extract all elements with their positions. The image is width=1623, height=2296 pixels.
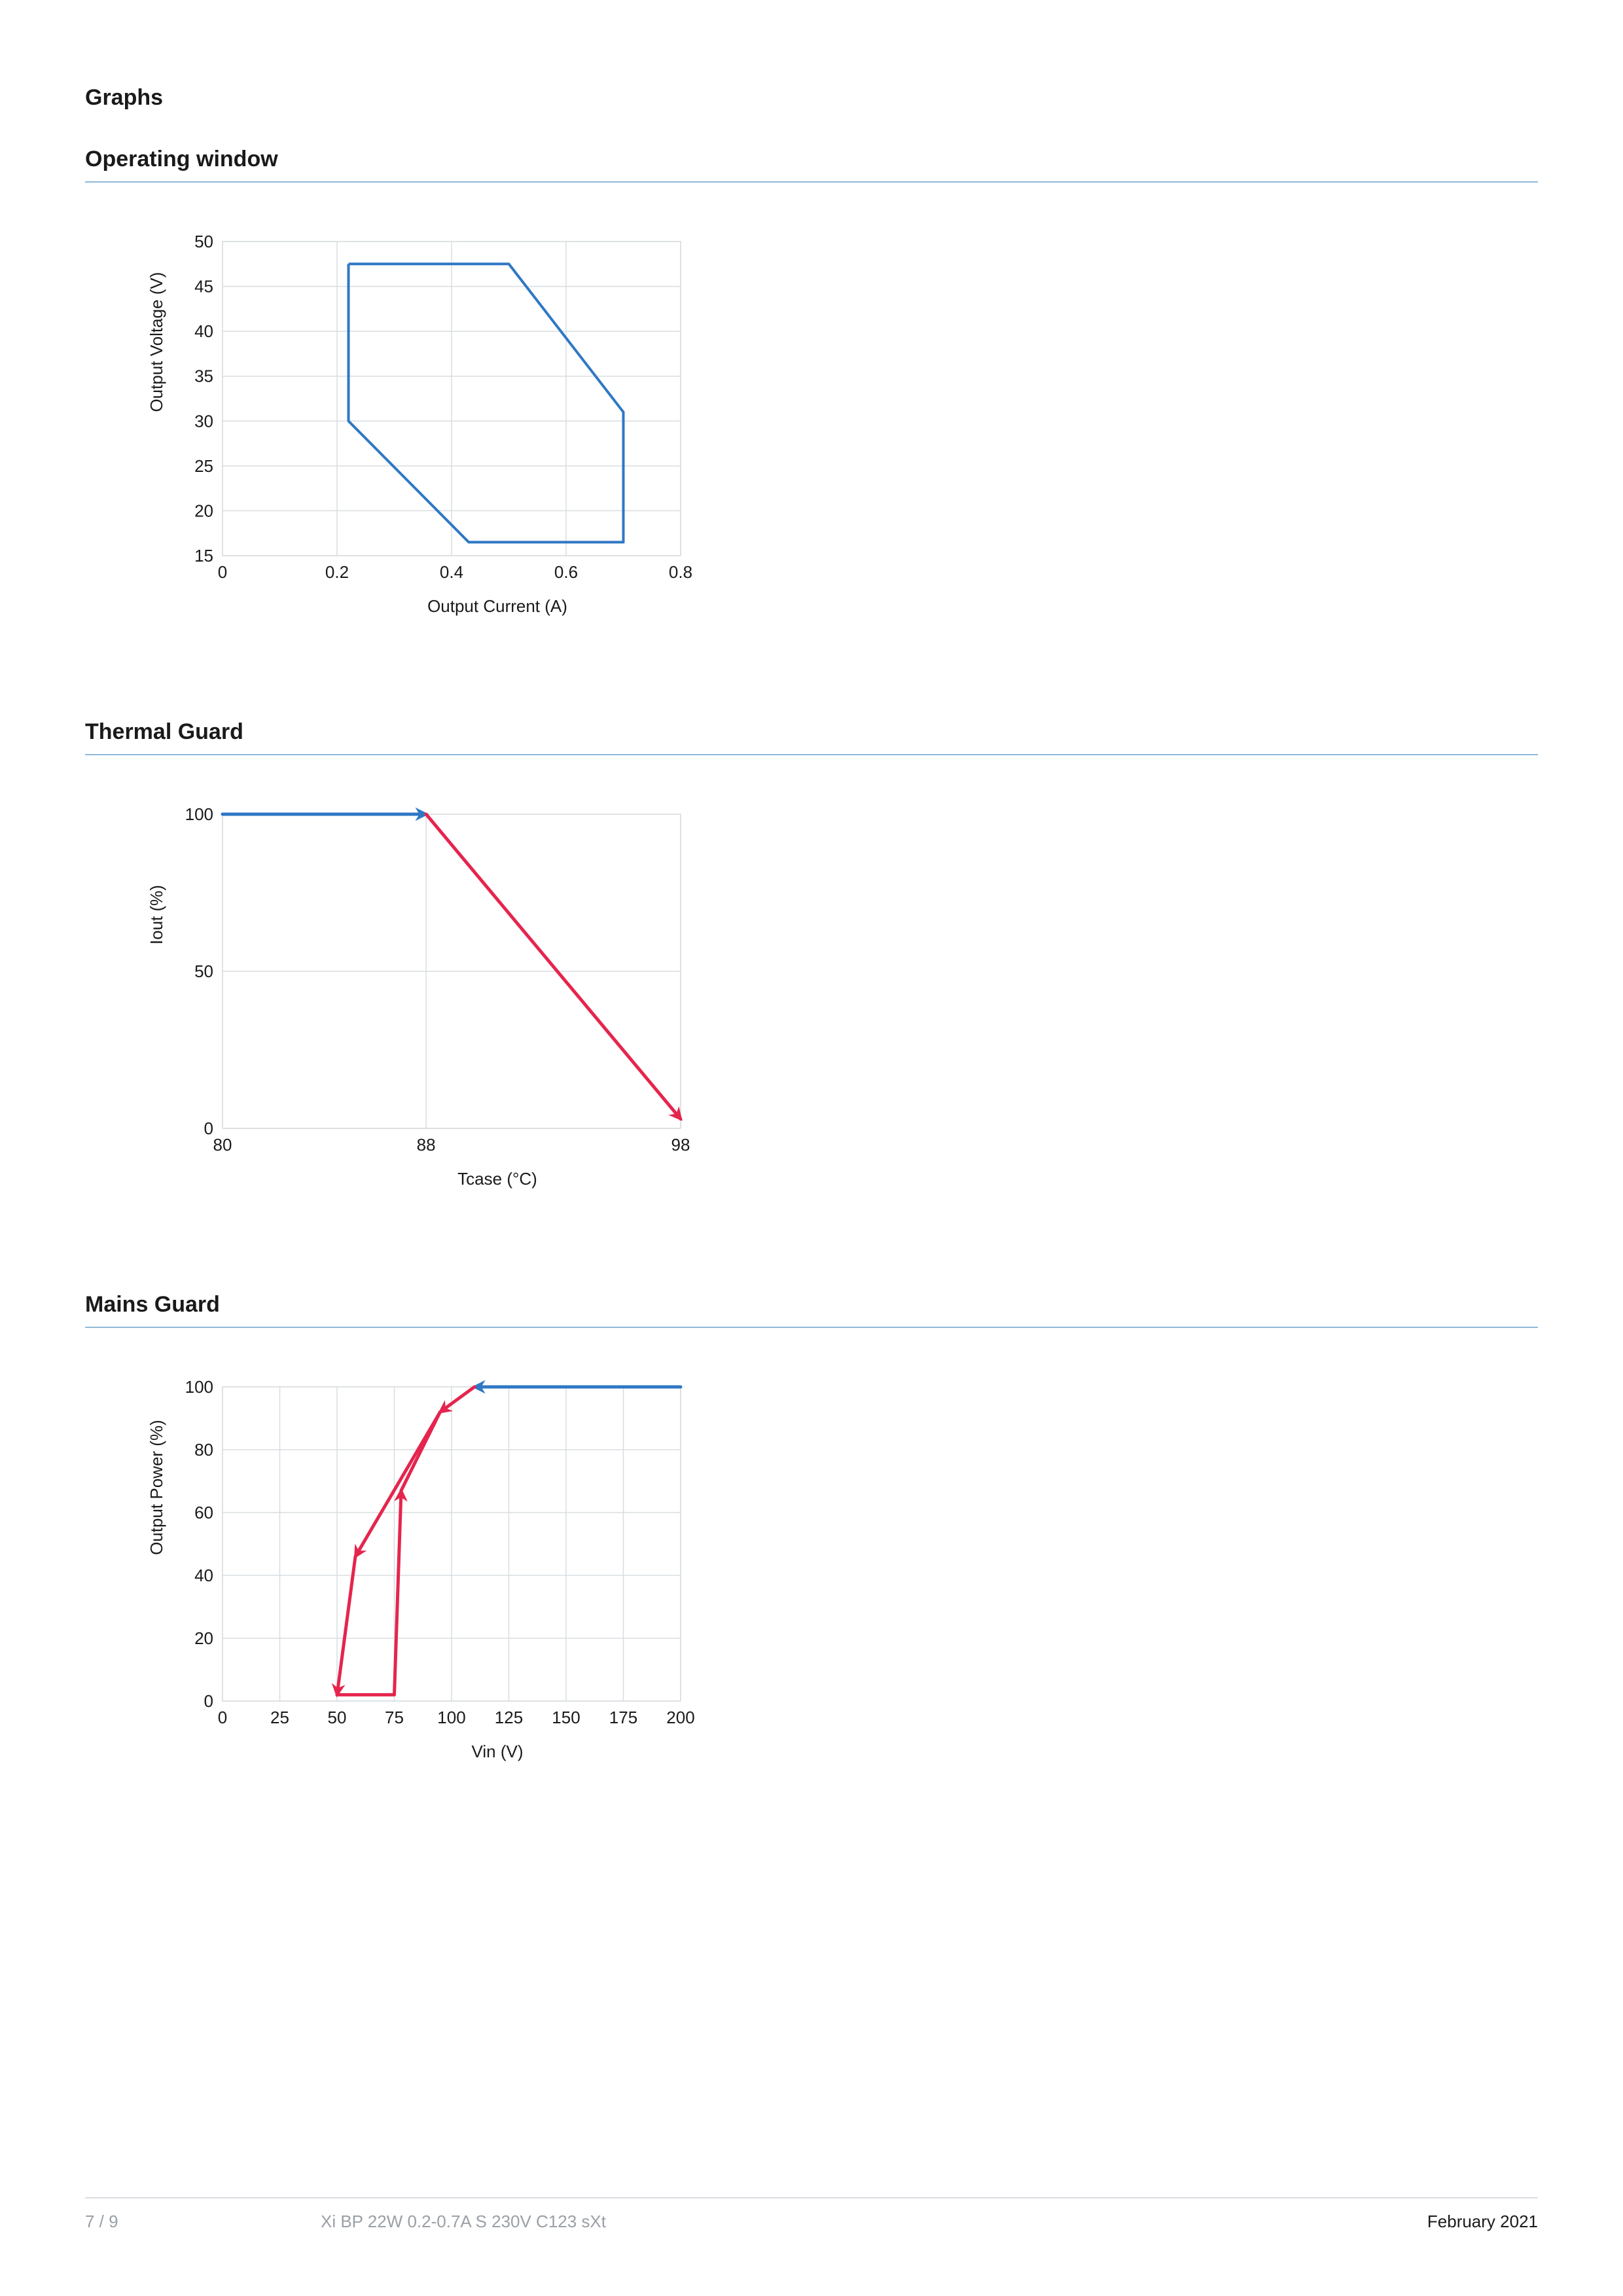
- svg-text:100: 100: [437, 1708, 465, 1727]
- svg-text:45: 45: [194, 277, 213, 296]
- section-operating-window: Operating window 0 0.2 0.4 0.6 0.8 15 20 25 30 35…: [85, 147, 1538, 628]
- svg-text:Output Voltage (V): Output Voltage (V): [147, 272, 166, 412]
- svg-text:0: 0: [204, 1691, 213, 1711]
- footer-date: February 2021: [1427, 2212, 1538, 2232]
- svg-text:Tcase (°C): Tcase (°C): [457, 1169, 537, 1189]
- svg-text:100: 100: [185, 804, 213, 824]
- svg-text:150: 150: [552, 1708, 580, 1727]
- svg-text:25: 25: [270, 1708, 289, 1727]
- subsection-title-operating-window: Operating window: [85, 147, 1538, 183]
- svg-text:200: 200: [666, 1708, 694, 1727]
- svg-text:Output Current (A): Output Current (A): [427, 596, 567, 616]
- footer-page-indicator: 7 / 9: [85, 2212, 118, 2232]
- section-mains-guard: Mains Guard 0 25 50 75 100 125 150 175 200 0 20 40 6…: [85, 1292, 1538, 1773]
- page: Graphs Operating window 0 0.2 0.4 0.6 0.8 15 2…: [0, 0, 1623, 2296]
- chart-mains-guard: 0 25 50 75 100 125 150 175 200 0 20 40 60 80 100 Vin (V…: [137, 1367, 1538, 1773]
- svg-text:15: 15: [194, 546, 213, 565]
- svg-text:40: 40: [194, 321, 213, 341]
- svg-text:0.4: 0.4: [440, 562, 463, 582]
- svg-text:50: 50: [194, 232, 213, 251]
- svg-text:Vin (V): Vin (V): [472, 1742, 524, 1761]
- chart-thermal-guard: 80 88 98 0 50 100 Tcase (°C) Iout (%): [137, 795, 1538, 1200]
- svg-text:0: 0: [204, 1119, 213, 1138]
- svg-text:88: 88: [417, 1135, 436, 1155]
- svg-text:Output Power (%): Output Power (%): [147, 1420, 166, 1555]
- section-thermal-guard: Thermal Guard 80 88 98 0 50 100 Tcase (°C) Iout…: [85, 719, 1538, 1200]
- svg-text:125: 125: [495, 1708, 523, 1727]
- svg-text:100: 100: [185, 1377, 213, 1397]
- footer-product: Xi BP 22W 0.2-0.7A S 230V C123 sXt: [321, 2212, 606, 2232]
- svg-text:75: 75: [385, 1708, 404, 1727]
- svg-text:20: 20: [194, 1628, 213, 1648]
- svg-text:0.2: 0.2: [325, 562, 349, 582]
- svg-text:80: 80: [194, 1440, 213, 1460]
- svg-text:40: 40: [194, 1566, 213, 1585]
- page-title: Graphs: [85, 85, 1538, 111]
- svg-text:175: 175: [609, 1708, 637, 1727]
- svg-text:35: 35: [194, 367, 213, 386]
- footer: 7 / 9 Xi BP 22W 0.2-0.7A S 230V C123 sXt…: [85, 2197, 1538, 2232]
- svg-text:30: 30: [194, 411, 213, 431]
- subsection-title-mains-guard: Mains Guard: [85, 1292, 1538, 1328]
- chart-operating-window: 0 0.2 0.4 0.6 0.8 15 20 25 30 35 40 45 50 Output Curr…: [137, 222, 1538, 628]
- svg-text:0.6: 0.6: [554, 562, 578, 582]
- svg-text:0: 0: [218, 1708, 227, 1727]
- svg-text:50: 50: [194, 961, 213, 981]
- svg-text:0: 0: [218, 562, 227, 582]
- subsection-title-thermal-guard: Thermal Guard: [85, 719, 1538, 755]
- svg-text:60: 60: [194, 1503, 213, 1522]
- svg-text:0.8: 0.8: [669, 562, 692, 582]
- svg-text:25: 25: [194, 456, 213, 476]
- svg-text:Iout (%): Iout (%): [147, 885, 166, 944]
- svg-text:98: 98: [671, 1135, 690, 1155]
- svg-text:50: 50: [328, 1708, 347, 1727]
- svg-text:20: 20: [194, 501, 213, 520]
- svg-text:80: 80: [213, 1135, 232, 1155]
